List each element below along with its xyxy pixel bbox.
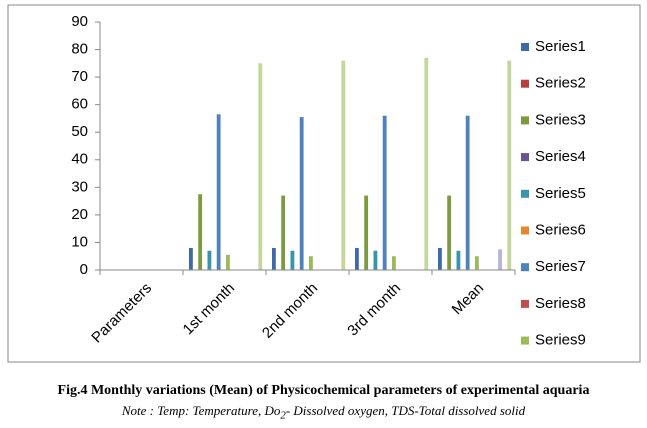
legend-label: Series5 (535, 185, 586, 202)
note: Note : Temp: Temperature, Do2- Dissolved… (0, 403, 647, 422)
note-sub: 2 (280, 409, 286, 422)
bar (373, 250, 378, 270)
bar (207, 250, 212, 270)
bar (355, 247, 359, 270)
legend-swatch (521, 189, 529, 198)
note-text: - Dissolved oxygen, TDS-Total dissolved … (285, 403, 526, 418)
chart-border (7, 4, 641, 363)
bar (189, 247, 193, 270)
bar (216, 114, 221, 270)
y-tick-label: 0 (80, 261, 88, 278)
x-tick-label: 1st month (180, 280, 239, 339)
y-tick-label: 20 (71, 206, 88, 223)
bar (226, 254, 230, 270)
bar (498, 249, 502, 270)
legend-swatch (521, 263, 529, 272)
y-tick-label: 30 (71, 178, 88, 195)
y-tick-label: 90 (71, 13, 88, 30)
legend-swatch (521, 299, 529, 308)
legend-swatch (521, 79, 529, 88)
x-tick-label: 3rd month (344, 280, 404, 340)
bar (507, 60, 512, 271)
legend-swatch (521, 116, 529, 125)
x-tick-label: 2nd month (259, 280, 321, 342)
x-tick-label: Parameters (88, 280, 155, 347)
legend-label: Series8 (535, 295, 586, 312)
legend-label: Series2 (535, 75, 586, 92)
bar (198, 194, 203, 270)
bar (392, 256, 396, 270)
bar (272, 247, 276, 270)
bar (299, 117, 304, 270)
legend-swatch (521, 336, 529, 345)
legend-label: Series6 (535, 221, 586, 238)
y-tick-label: 50 (71, 123, 88, 140)
legend-label: Series4 (535, 148, 586, 165)
bar (475, 256, 479, 270)
bar (424, 57, 429, 271)
bar (309, 256, 313, 270)
bar (447, 195, 452, 270)
legend-label: Series9 (535, 332, 586, 349)
y-tick-label: 40 (71, 151, 88, 168)
bar (290, 250, 295, 270)
bar (456, 250, 461, 270)
bar (258, 63, 263, 271)
caption: Fig.4 Monthly variations (Mean) of Physi… (57, 383, 590, 398)
y-tick-label: 10 (71, 233, 88, 250)
chart: 0 10 20 30 40 50 60 70 80 90 Parameters 1st month 2n… (7, 4, 641, 363)
bar (364, 195, 369, 270)
legend-label: Series7 (535, 258, 586, 275)
y-tick-label: 60 (71, 96, 88, 113)
y-tick-label: 80 (71, 41, 88, 58)
legend-swatch (521, 226, 529, 235)
legend-swatch (521, 153, 529, 162)
bar (341, 60, 346, 271)
note-text: Note : Temp: Temperature, Do (121, 403, 281, 418)
bar (438, 247, 442, 270)
y-tick-label: 70 (71, 68, 88, 85)
legend-swatch (521, 43, 529, 51)
bar (281, 195, 286, 270)
legend-label: Series1 (535, 38, 586, 55)
bar (382, 115, 387, 270)
legend-label: Series3 (535, 111, 586, 128)
x-tick-label: Mean (449, 280, 488, 319)
bar (465, 115, 470, 270)
